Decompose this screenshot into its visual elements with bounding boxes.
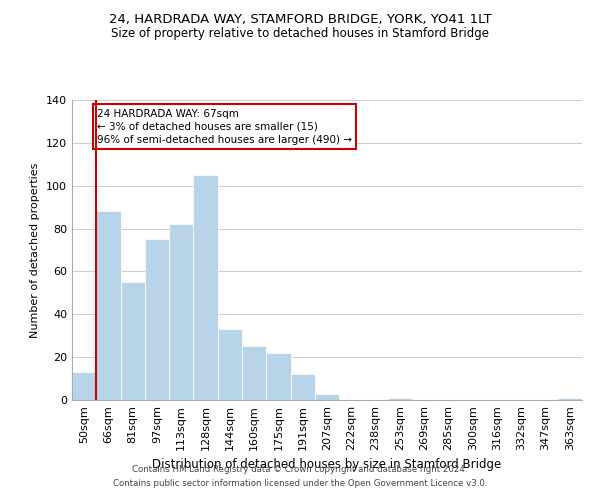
Bar — [121, 282, 145, 400]
Bar — [558, 398, 582, 400]
Text: 24 HARDRADA WAY: 67sqm
← 3% of detached houses are smaller (15)
96% of semi-deta: 24 HARDRADA WAY: 67sqm ← 3% of detached … — [97, 108, 352, 145]
Text: Size of property relative to detached houses in Stamford Bridge: Size of property relative to detached ho… — [111, 28, 489, 40]
Bar — [242, 346, 266, 400]
Bar — [169, 224, 193, 400]
Bar — [218, 330, 242, 400]
Text: 24, HARDRADA WAY, STAMFORD BRIDGE, YORK, YO41 1LT: 24, HARDRADA WAY, STAMFORD BRIDGE, YORK,… — [109, 12, 491, 26]
Bar — [388, 398, 412, 400]
Bar — [193, 175, 218, 400]
Bar — [72, 372, 96, 400]
X-axis label: Distribution of detached houses by size in Stamford Bridge: Distribution of detached houses by size … — [152, 458, 502, 471]
Bar — [290, 374, 315, 400]
Text: Contains HM Land Registry data © Crown copyright and database right 2024.
Contai: Contains HM Land Registry data © Crown c… — [113, 466, 487, 487]
Bar — [145, 240, 169, 400]
Y-axis label: Number of detached properties: Number of detached properties — [31, 162, 40, 338]
Bar — [96, 212, 121, 400]
Bar — [315, 394, 339, 400]
Bar — [266, 353, 290, 400]
